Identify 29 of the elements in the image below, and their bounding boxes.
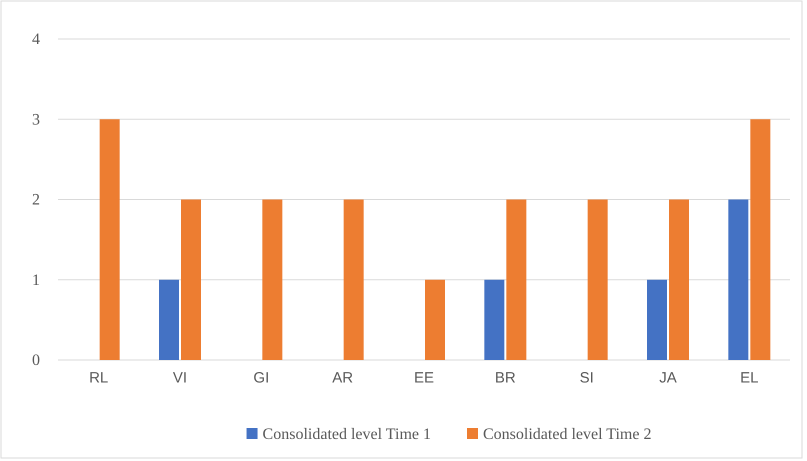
bar [647,280,667,360]
bar [669,200,689,360]
bar [728,200,748,360]
y-tick-label: 4 [32,31,40,48]
x-tick-label: EL [740,370,759,387]
x-tick-label: JA [659,370,677,387]
x-tick-label: BR [494,370,516,387]
x-tick-label: AR [332,370,354,387]
bar [425,280,445,360]
legend-label: Consolidated level Time 1 [262,426,431,443]
x-tick-label: SI [580,370,594,387]
bar [506,200,526,360]
x-tick-label: EE [414,370,434,387]
bar [344,200,364,360]
legend-label: Consolidated level Time 2 [483,426,652,443]
x-tick-label: RL [89,370,108,387]
bar [100,119,120,360]
bar [262,200,282,360]
y-tick-label: 0 [32,352,40,370]
y-tick-label: 3 [32,111,40,128]
y-tick-label: 1 [32,272,40,289]
x-tick-label: VI [172,370,188,387]
bar [588,200,608,360]
bar [181,200,201,360]
bar [159,280,179,360]
x-tick-label: GI [253,370,270,387]
y-tick-label: 2 [32,192,40,209]
bar [750,119,770,360]
bar [484,280,504,360]
